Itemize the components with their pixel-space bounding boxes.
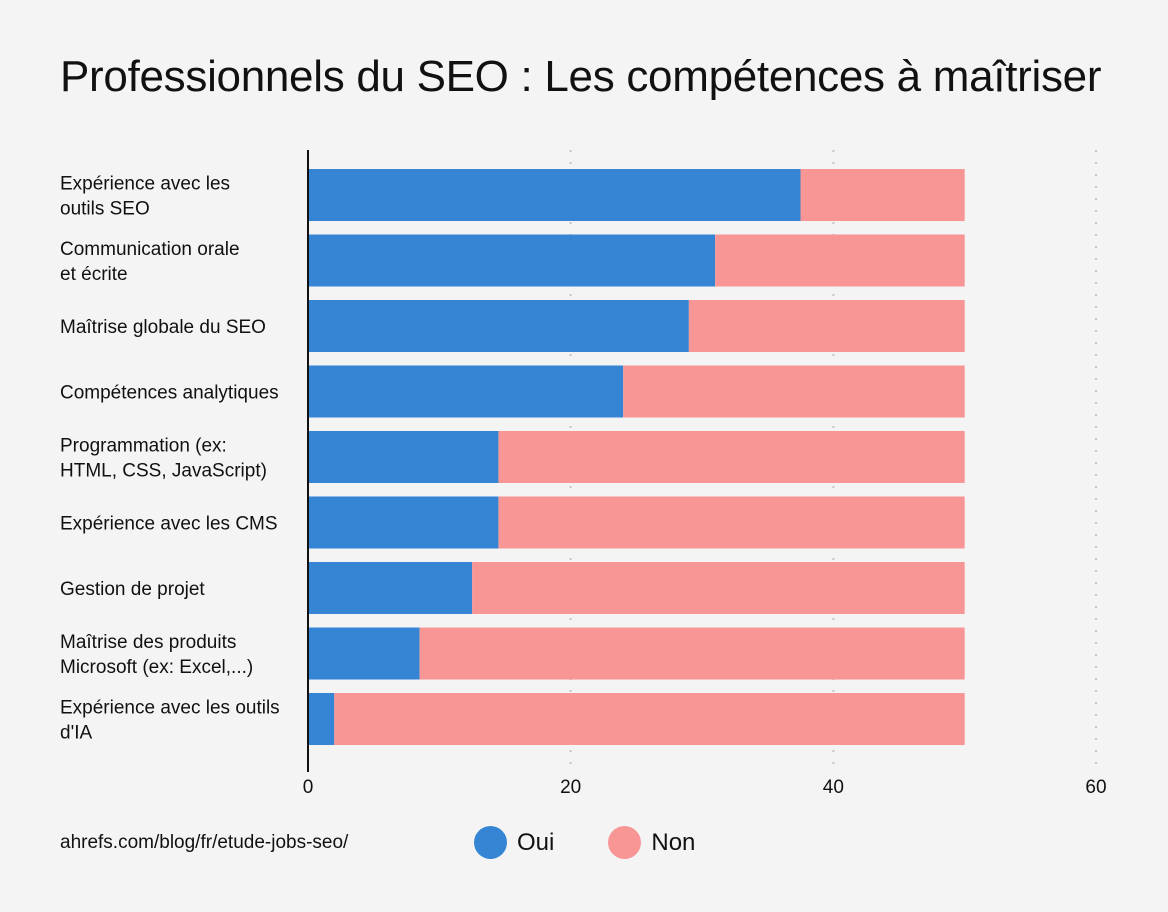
bar-oui (308, 627, 420, 680)
category-label: et écrite (60, 264, 128, 285)
legend-label-oui: Oui (517, 828, 555, 856)
bar-non (800, 169, 965, 221)
x-tick-label: 60 (1085, 777, 1106, 798)
bar-non (715, 234, 965, 287)
bar-oui (308, 234, 716, 287)
category-label: Expérience avec les (60, 174, 230, 195)
legend-swatch-oui (474, 826, 507, 859)
bar-non (419, 627, 965, 680)
category-label: Expérience avec les outils (60, 698, 280, 719)
bar-non (688, 300, 965, 352)
legend-item-non: Non (608, 826, 695, 859)
bar-non (623, 365, 965, 418)
bar-oui (308, 169, 801, 221)
bar-non (472, 562, 965, 614)
x-tick-label: 20 (560, 777, 581, 798)
bar-non (498, 496, 965, 549)
bar-oui (308, 496, 499, 549)
category-label: Microsoft (ex: Excel,...) (60, 657, 253, 678)
category-label: Programmation (ex: (60, 436, 227, 457)
category-label: HTML, CSS, JavaScript) (60, 461, 267, 482)
x-tick-label: 0 (303, 777, 314, 798)
category-label: Maîtrise des produits (60, 632, 236, 653)
legend: Oui Non (474, 826, 749, 859)
legend-label-non: Non (651, 828, 696, 856)
category-label: outils SEO (60, 199, 150, 220)
category-label: Gestion de projet (60, 579, 205, 600)
bar-oui (308, 365, 624, 418)
category-label: Communication orale (60, 239, 240, 260)
category-label: d'IA (60, 723, 92, 744)
x-tick-label: 40 (823, 777, 844, 798)
category-label: Compétences analytiques (60, 383, 279, 404)
chart-title: Professionnels du SEO : Les compétences … (60, 52, 1102, 101)
bar-oui (308, 431, 499, 483)
bar-oui (308, 693, 335, 745)
bar-oui (308, 300, 689, 352)
bar-non (498, 431, 965, 483)
source-link[interactable]: ahrefs.com/blog/fr/etude-jobs-seo/ (60, 832, 349, 853)
category-label: Expérience avec les CMS (60, 514, 278, 535)
legend-item-oui: Oui (474, 826, 554, 859)
category-label: Maîtrise globale du SEO (60, 317, 266, 338)
legend-swatch-non (608, 826, 642, 859)
bar-non (334, 693, 965, 745)
bar-oui (308, 562, 473, 614)
